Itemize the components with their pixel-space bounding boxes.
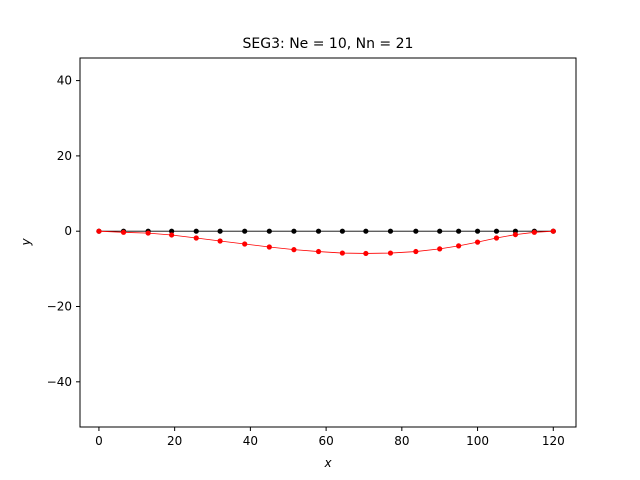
data-point (193, 228, 199, 234)
data-point (169, 232, 175, 238)
data-point (291, 228, 297, 234)
x-tick-label: 120 (542, 434, 565, 448)
data-point (217, 228, 223, 234)
data-point (339, 250, 345, 256)
data-point (387, 228, 394, 234)
data-point (363, 228, 369, 234)
data-point (242, 241, 248, 247)
x-tick-label: 60 (318, 434, 333, 448)
data-point (456, 228, 462, 234)
y-tick-label: −20 (47, 300, 72, 314)
data-point (217, 238, 223, 244)
x-axis-label: x (323, 456, 332, 470)
x-tick-label: 0 (95, 434, 103, 448)
data-point (145, 230, 151, 236)
series-line (98, 230, 554, 254)
data-point (437, 228, 443, 234)
data-point (291, 247, 297, 253)
data-point (456, 243, 462, 249)
data-point (550, 228, 556, 234)
x-axis: 0 20 40 60 80 100 120 (95, 427, 565, 448)
data-point (531, 229, 537, 235)
data-point (193, 235, 199, 241)
data-point (266, 228, 272, 234)
y-axis: −40 −20 0 20 40 (47, 74, 80, 389)
data-point (493, 228, 500, 234)
y-tick-label: 0 (64, 224, 72, 238)
data-point (474, 228, 481, 234)
data-point (474, 239, 481, 245)
plot-area (79, 57, 577, 428)
x-tick-label: 40 (243, 434, 258, 448)
data-point (512, 231, 519, 238)
data-point (242, 228, 248, 234)
chart-title: SEG3: Ne = 10, Nn = 21 (243, 36, 414, 52)
data-point (437, 246, 443, 252)
x-tick-label: 80 (394, 434, 409, 448)
data-point (413, 248, 419, 255)
y-tick-label: 20 (57, 149, 72, 163)
y-tick-label: 40 (57, 74, 72, 88)
x-tick-label: 20 (167, 434, 182, 448)
data-point (387, 250, 394, 256)
y-tick-label: −40 (47, 375, 72, 389)
y-axis-label: y (19, 238, 33, 247)
data-point (266, 244, 272, 250)
data-point (315, 248, 322, 255)
data-point (315, 228, 322, 234)
data-point (169, 228, 175, 234)
x-tick-label: 100 (466, 434, 489, 448)
data-point (96, 228, 102, 234)
data-point (120, 229, 127, 235)
series-layer (96, 228, 556, 257)
data-point (363, 250, 369, 257)
data-point (493, 235, 500, 241)
data-point (339, 228, 345, 234)
data-point (413, 228, 419, 234)
